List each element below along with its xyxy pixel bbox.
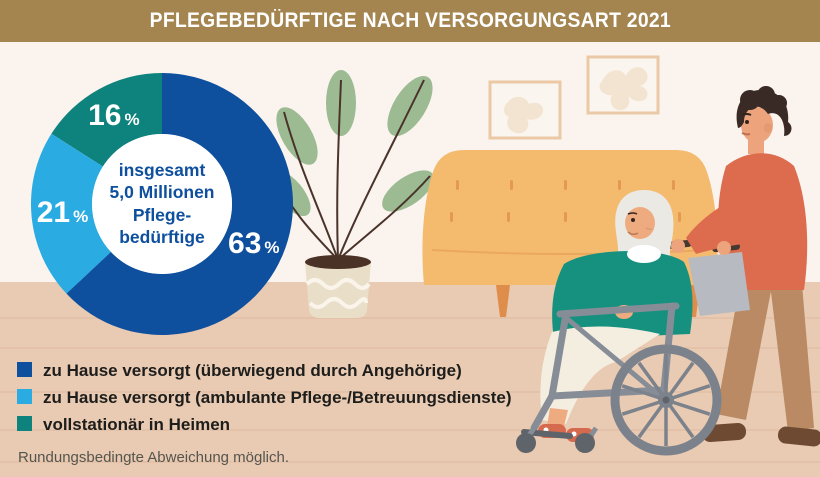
legend-swatch [17,389,32,404]
picture-frame-left-icon [488,80,562,140]
center-label-line: bedürftige [119,227,205,248]
man-hand [671,239,685,253]
man-hand [717,241,731,255]
center-label-line: Pflege- [132,205,192,225]
legend-item-2: vollstationär in Heimen [17,414,512,434]
legend-item-1: zu Hause versorgt (ambulante Pflege-/Bet… [17,387,512,407]
legend-swatch [17,362,32,377]
donut-slice-label: 16% [88,99,140,133]
legend-swatch [17,416,32,431]
legend-label: zu Hause versorgt (ambulante Pflege-/Bet… [43,387,512,407]
legend: zu Hause versorgt (überwiegend durch Ang… [17,362,512,443]
donut-slice-0 [66,73,293,335]
donut-center-disc [92,134,232,274]
man-arm [686,192,756,254]
donut-chart-svg [31,73,293,335]
legend-label: vollstationär in Heimen [43,414,231,434]
donut-slice-label: 21% [36,196,89,230]
header-bar: PFLEGEBEDÜRFTIGE NACH VERSORGUNGSART 202… [0,0,820,42]
center-label-line: insgesamt [118,160,206,181]
donut-slice-2 [51,73,162,167]
picture-frame-right-icon [586,55,660,115]
legend-label: zu Hause versorgt (überwiegend durch Ang… [43,360,462,380]
wheelchair-icon [516,302,722,456]
donut-slice-1 [31,133,111,294]
legend-item-0: zu Hause versorgt (überwiegend durch Ang… [17,360,512,380]
footnote: Rundungsbedingte Abweichung möglich. [18,449,290,466]
page-title: PFLEGEBEDÜRFTIGE NACH VERSORGUNGSART 202… [149,9,671,32]
center-label-line: 5,0 Millionen [109,182,215,203]
donut-center-label: insgesamt 5,0 Millionen Pflege- bedürfti… [86,159,238,249]
donut-slice-label: 63% [228,226,280,260]
